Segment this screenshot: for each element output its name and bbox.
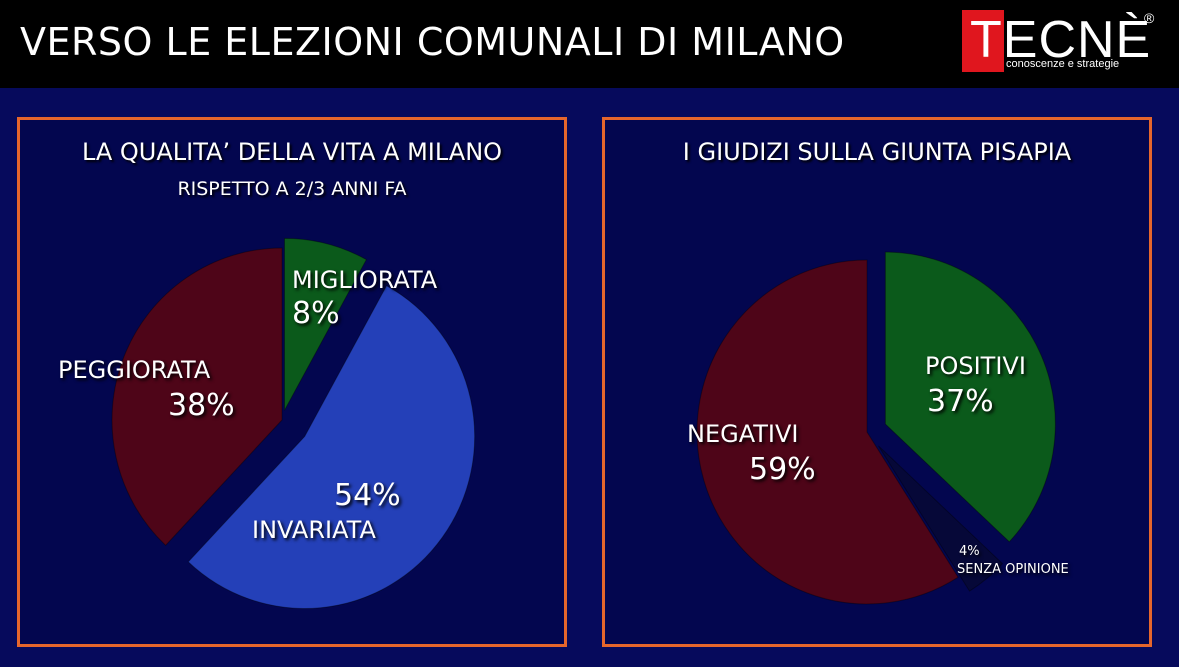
chart-1-title: LA QUALITA’ DELLA VITA A MILANO bbox=[81, 138, 503, 166]
slice-label-migliorata: MIGLIORATA bbox=[292, 266, 438, 294]
slice-value-migliorata: 8% bbox=[292, 296, 340, 331]
pie-slice-migliorata bbox=[283, 237, 368, 411]
chart-1-subtitle: RISPETTO A 2/3 ANNI FA bbox=[177, 178, 407, 200]
slice-value-invariata: 54% bbox=[334, 478, 401, 513]
chart-1-pie bbox=[111, 237, 476, 609]
page-title: VERSO LE ELEZIONI COMUNALI DI MILANO bbox=[20, 20, 845, 64]
pie-slice-negativi bbox=[696, 259, 959, 605]
slice-label-invariata: INVARIATA bbox=[252, 516, 376, 544]
slice-value-positivi: 37% bbox=[927, 384, 994, 419]
slice-label-peggiorata: PEGGIORATA bbox=[58, 356, 211, 384]
panel-quality-of-life: LA QUALITA’ DELLA VITA A MILANO RISPETTO… bbox=[17, 117, 567, 647]
chart-2-title: I GIUDIZI SULLA GIUNTA PISAPIA bbox=[682, 138, 1072, 166]
chart-2-pie bbox=[696, 251, 1056, 605]
pie-slice-invariata bbox=[187, 285, 476, 609]
pie-slice-positivi bbox=[884, 251, 1056, 543]
pie-slice-peggiorata bbox=[111, 247, 283, 547]
logo-tagline: conoscenze e strategie bbox=[1006, 58, 1120, 70]
logo-wordmark: TECNÈ bbox=[970, 11, 1152, 69]
slice-value-peggiorata: 38% bbox=[168, 388, 235, 423]
slice-value-senza-opinione: 4% bbox=[959, 544, 980, 559]
logo-registered-mark: ® bbox=[1144, 10, 1155, 26]
slice-label-senza-opinione: SENZA OPINIONE bbox=[957, 562, 1069, 577]
header-bar: VERSO LE ELEZIONI COMUNALI DI MILANO TEC… bbox=[0, 0, 1179, 88]
tecne-logo: TECNÈ conoscenze e strategie ® bbox=[962, 10, 1162, 74]
slice-value-negativi: 59% bbox=[749, 452, 816, 487]
pie-slice-senza-opinione bbox=[878, 445, 1004, 592]
logo-red-block bbox=[962, 10, 1004, 72]
slice-label-positivi: POSITIVI bbox=[925, 352, 1026, 380]
panel-pisapia-council: I GIUDIZI SULLA GIUNTA PISAPIA POSITIVI … bbox=[602, 117, 1152, 647]
slice-label-negativi: NEGATIVI bbox=[687, 420, 799, 448]
